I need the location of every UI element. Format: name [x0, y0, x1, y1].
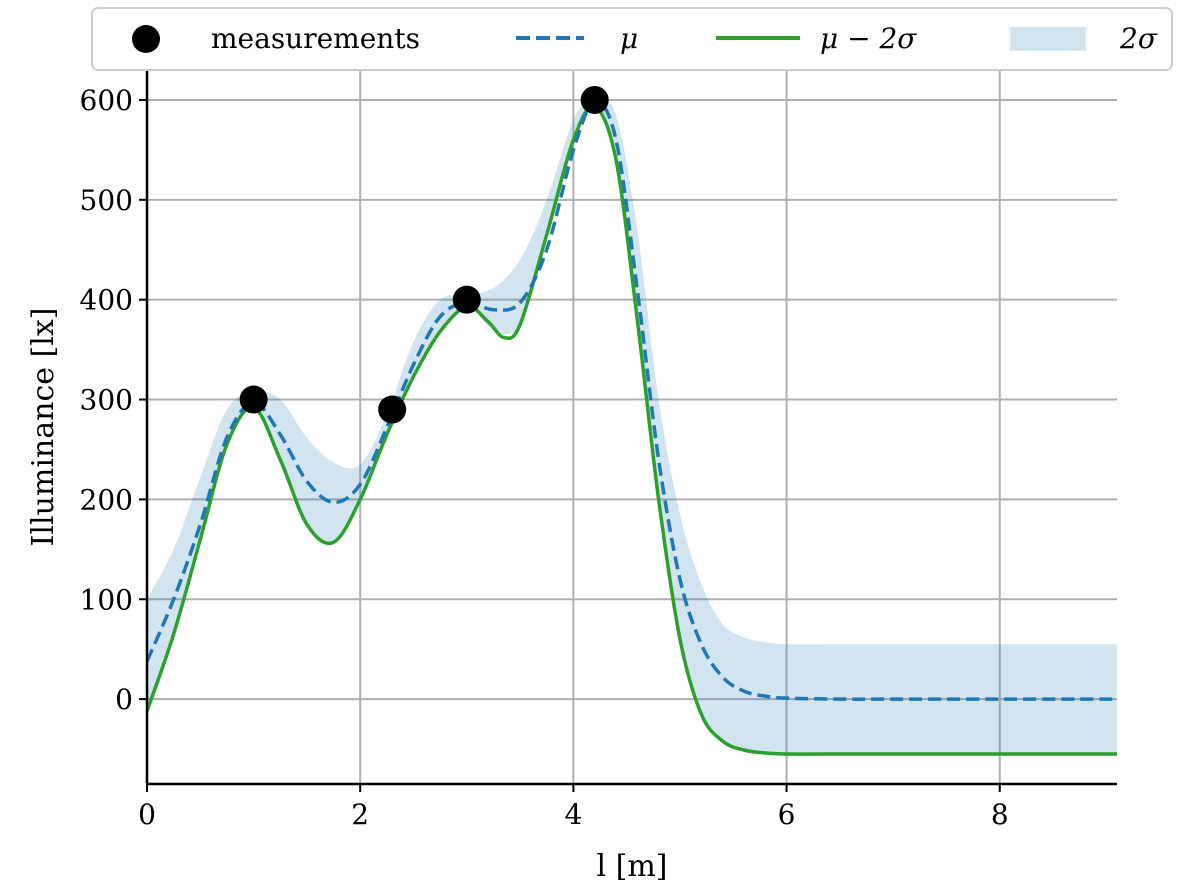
legend-two-sigma-label: 2σ: [1119, 22, 1158, 55]
measurement-points: [239, 85, 609, 424]
mu-minus-two-sigma-line: [147, 104, 1117, 756]
x-tick-label: 6: [778, 798, 796, 831]
measurement-point: [378, 395, 407, 424]
legend: measurements μ μ − 2σ 2σ: [91, 7, 1173, 71]
y-tick-label: 200: [80, 483, 133, 516]
legend-measurements-label: measurements: [211, 22, 420, 55]
x-tick-label: 4: [564, 798, 582, 831]
grid-lines: [146, 70, 1117, 784]
x-tick-label: 0: [138, 798, 156, 831]
two-sigma-band: [147, 96, 1117, 755]
mu-line: [147, 100, 1117, 701]
y-tick-label: 300: [80, 384, 133, 417]
x-axis-label: l [m]: [597, 849, 668, 884]
x-ticks: 0 2 4 6 8: [138, 784, 1009, 831]
legend-two-sigma-swatch: [1010, 27, 1086, 51]
legend-frame: [91, 7, 1173, 71]
plot-area: [147, 85, 1117, 756]
measurement-point: [239, 385, 268, 414]
measurement-point: [580, 85, 609, 114]
y-tick-label: 500: [80, 184, 133, 217]
measurement-point: [452, 285, 481, 314]
x-tick-label: 2: [351, 798, 369, 831]
legend-mu-minus-two-sigma-label: μ − 2σ: [820, 22, 917, 55]
y-axis-label: Illuminance [lx]: [26, 308, 61, 547]
y-tick-label: 600: [80, 84, 133, 117]
x-tick-label: 8: [991, 798, 1009, 831]
y-tick-label: 100: [80, 583, 133, 616]
y-ticks: 0 100 200 300 400 500 600: [80, 84, 147, 716]
legend-mu-label: μ: [620, 22, 638, 55]
y-tick-label: 400: [80, 284, 133, 317]
y-tick-label: 0: [115, 683, 133, 716]
legend-measurements-marker: [132, 25, 160, 53]
